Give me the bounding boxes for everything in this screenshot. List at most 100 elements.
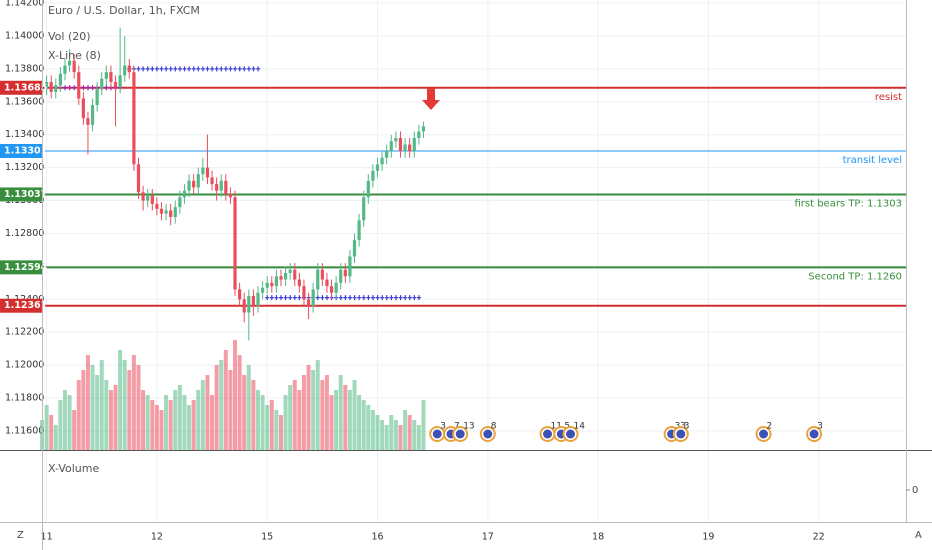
x-tick-label: 16 <box>371 532 383 543</box>
candle-body <box>297 279 301 287</box>
candle-body <box>150 195 154 204</box>
volume-bar <box>49 415 54 450</box>
volume-bar <box>274 410 279 450</box>
volume-bar <box>53 425 58 450</box>
candle-body <box>362 197 366 221</box>
candle-body <box>228 193 233 198</box>
volume-bar <box>205 375 210 450</box>
candle-body <box>293 269 297 280</box>
candle-body <box>146 195 150 201</box>
volume-bar <box>375 415 380 450</box>
candle-body <box>169 210 173 217</box>
price-tag <box>0 298 42 313</box>
event-flag <box>455 429 465 439</box>
candle-body <box>283 272 288 280</box>
volume-bar <box>62 390 67 450</box>
volume-bar <box>90 365 95 450</box>
candle-body <box>182 190 187 198</box>
arrow-annotation <box>422 88 440 110</box>
price-tag-label: 1.13301 <box>4 145 47 156</box>
candle-body <box>127 65 131 73</box>
volume-bar <box>182 395 187 450</box>
volume-bar <box>214 365 219 450</box>
volume-bar <box>384 425 389 450</box>
volume-bar <box>256 390 260 450</box>
y-tick-label: 1.11600 <box>5 426 44 437</box>
volume-bar <box>131 355 136 450</box>
candle-body <box>178 197 182 208</box>
volume-bar <box>81 370 86 450</box>
volume-bar <box>334 390 339 450</box>
candle-body <box>334 282 338 293</box>
event-label: 14 <box>574 422 586 432</box>
volume-bar <box>242 375 247 450</box>
volume-bar <box>122 360 127 450</box>
volume-bar <box>416 425 421 450</box>
candle-body <box>54 85 58 92</box>
candle-body <box>196 174 200 188</box>
candle-body <box>260 287 265 293</box>
volume-bar <box>76 380 81 450</box>
candle-body <box>109 72 113 83</box>
candle-body <box>81 98 85 119</box>
volume-bar <box>67 395 72 450</box>
volume-bar <box>154 405 159 450</box>
volume-bar <box>347 390 352 450</box>
candles <box>40 27 426 341</box>
candle-body <box>366 180 370 198</box>
event-flag <box>676 429 686 439</box>
candle-body <box>412 137 416 152</box>
volume-bar <box>283 395 288 450</box>
candle-body <box>288 269 292 273</box>
volume-bar <box>297 390 302 450</box>
candle-body <box>408 144 412 152</box>
price-tag-label: 1.12594 <box>4 262 48 273</box>
candle-body <box>224 180 228 194</box>
candle-body <box>348 256 352 277</box>
volume-bar <box>398 425 403 450</box>
candle-body <box>274 276 278 287</box>
event-flag <box>543 429 553 439</box>
x-tick-label: 19 <box>702 532 714 543</box>
volume-bar <box>324 375 329 450</box>
volume-bar <box>118 350 123 450</box>
volume-bar <box>85 355 90 450</box>
indicator-label: X-Line (8) <box>48 49 101 62</box>
y-tick-label: 1.13400 <box>5 129 44 140</box>
volume-bar <box>108 390 113 450</box>
event-label: 3 <box>817 422 823 432</box>
corner-button[interactable]: Z <box>17 530 24 541</box>
candle-body <box>320 269 324 280</box>
candle-body <box>77 72 81 99</box>
event-label: 3 <box>684 422 690 432</box>
volume-bar <box>219 360 224 450</box>
y-tick-label: 1.12800 <box>5 228 44 239</box>
candle-body <box>201 167 205 175</box>
candle-body <box>90 105 95 125</box>
candle-body <box>329 286 334 293</box>
volume-bar <box>159 410 164 450</box>
volume-bar <box>173 390 178 450</box>
volume-bar <box>104 380 109 450</box>
volume-bar <box>306 365 311 450</box>
candle-body <box>325 279 329 287</box>
event-label: 11 <box>551 422 562 432</box>
volume-bar <box>141 390 146 450</box>
candle-body <box>63 65 67 74</box>
price-tag-label: 1.12361 <box>4 300 47 311</box>
x-tick-label: 12 <box>151 532 163 543</box>
candle-body <box>398 137 403 152</box>
candle-body <box>352 240 357 257</box>
corner-button[interactable]: A <box>915 530 922 541</box>
volume-bar <box>44 405 49 450</box>
price-tag <box>0 187 42 202</box>
candle-body <box>173 207 177 217</box>
volume-bar <box>251 380 256 450</box>
candle-body <box>118 75 122 87</box>
x-tick-label: 22 <box>813 532 825 543</box>
event-label: 3 <box>440 422 446 432</box>
volume-bar <box>58 400 63 450</box>
